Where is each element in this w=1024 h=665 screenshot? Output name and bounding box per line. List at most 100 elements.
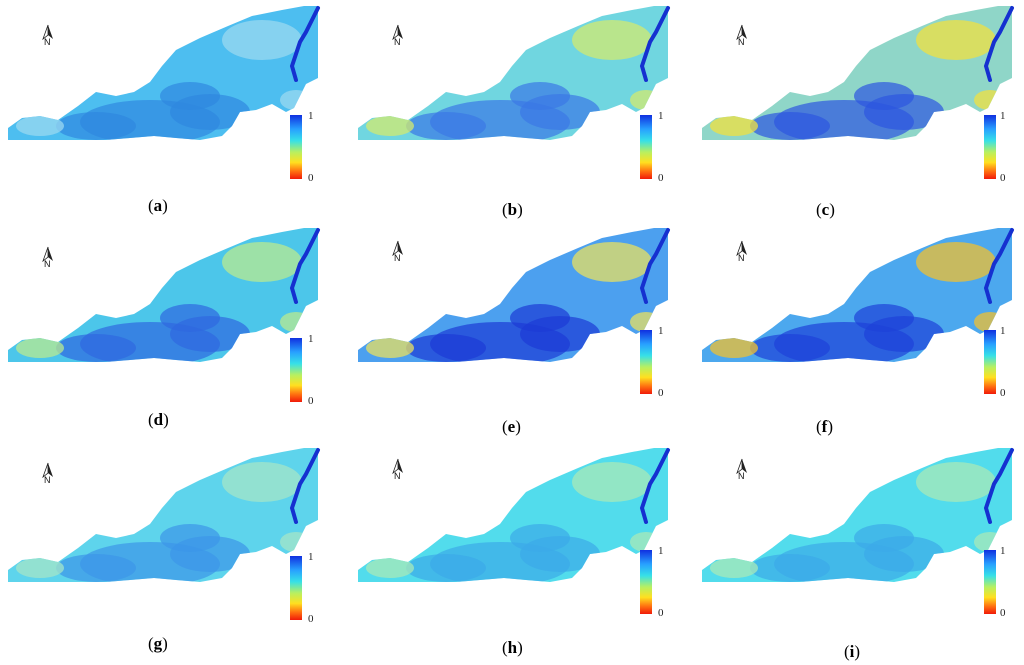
region-map <box>702 228 1014 362</box>
high-value-zone <box>710 116 758 136</box>
north-arrow-icon: N <box>390 458 406 484</box>
legend-max-label: 1 <box>308 551 314 563</box>
region-map <box>358 228 670 362</box>
panel-label: (i) <box>844 642 861 661</box>
north-arrow-icon: N <box>40 24 56 50</box>
legend-min-label: 0 <box>308 172 314 184</box>
color-legend-bar <box>640 330 652 394</box>
river-line <box>983 228 1014 304</box>
river-line <box>289 6 320 82</box>
low-value-zone <box>56 554 136 582</box>
legend-max-label: 1 <box>658 545 664 557</box>
legend-max-label: 1 <box>658 325 664 337</box>
panel-label: (h) <box>502 638 523 657</box>
low-value-zone <box>56 334 136 362</box>
panel-label: (d) <box>148 410 169 429</box>
panel-label: (a) <box>148 196 168 215</box>
low-value-zone <box>160 524 220 552</box>
high-value-zone <box>280 312 312 332</box>
color-legend-bar <box>984 550 996 614</box>
low-value-zone <box>750 334 830 362</box>
map-panel-e: N 1 0 (e) <box>350 222 680 436</box>
north-label: N <box>738 37 745 47</box>
north-arrow-icon: N <box>40 462 56 488</box>
river-line <box>289 228 320 304</box>
river-line <box>983 448 1014 524</box>
low-value-zone <box>510 82 570 110</box>
low-value-zone <box>510 524 570 552</box>
map-panel-d: N 1 0 (d) <box>0 222 330 429</box>
high-value-zone <box>366 558 414 578</box>
high-value-zone <box>222 462 302 502</box>
river-line <box>639 448 670 524</box>
high-value-zone <box>280 532 312 552</box>
legend-max-label: 1 <box>1000 325 1006 337</box>
color-legend-bar <box>290 115 302 179</box>
river-line <box>983 6 1014 82</box>
north-arrow-icon: N <box>40 246 56 272</box>
high-value-zone <box>16 558 64 578</box>
legend-min-label: 0 <box>658 387 664 399</box>
legend-max-label: 1 <box>308 333 314 345</box>
north-label: N <box>394 253 401 263</box>
north-label: N <box>44 475 51 485</box>
river-line <box>639 228 670 304</box>
legend-min-label: 0 <box>1000 387 1006 399</box>
low-value-zone <box>750 112 830 140</box>
high-value-zone <box>366 116 414 136</box>
legend-min-label: 0 <box>308 613 314 625</box>
color-legend-bar <box>640 115 652 179</box>
map-panel-f: N 1 0 (f) <box>694 222 1024 436</box>
map-panel-b: N 1 0 (b) <box>350 0 680 219</box>
high-value-zone <box>710 338 758 358</box>
low-value-zone <box>406 334 486 362</box>
map-panel-g: N 1 0 (g) <box>0 442 330 653</box>
map-panel-h: N 1 0 (h) <box>350 442 680 657</box>
north-arrow-icon: N <box>390 24 406 50</box>
high-value-zone <box>222 20 302 60</box>
high-value-zone <box>572 20 652 60</box>
north-label: N <box>738 253 745 263</box>
region-map <box>358 448 670 582</box>
low-value-zone <box>854 82 914 110</box>
low-value-zone <box>510 304 570 332</box>
region-map <box>702 448 1014 582</box>
high-value-zone <box>16 116 64 136</box>
color-legend-bar <box>290 338 302 402</box>
north-arrow-icon: N <box>734 458 750 484</box>
region-map <box>8 448 320 582</box>
panel-label: (c) <box>816 200 835 219</box>
high-value-zone <box>916 242 996 282</box>
panel-label: (g) <box>148 634 168 653</box>
high-value-zone <box>630 90 662 110</box>
color-legend-bar <box>640 550 652 614</box>
low-value-zone <box>160 82 220 110</box>
legend-min-label: 0 <box>658 607 664 619</box>
north-label: N <box>394 471 401 481</box>
high-value-zone <box>280 90 312 110</box>
color-legend-bar <box>290 556 302 620</box>
high-value-zone <box>710 558 758 578</box>
north-label: N <box>44 259 51 269</box>
region-map <box>702 6 1014 140</box>
panel-label: (b) <box>502 200 523 219</box>
high-value-zone <box>572 462 652 502</box>
low-value-zone <box>750 554 830 582</box>
map-panel-i: N 1 0 (i) <box>694 442 1024 661</box>
legend-max-label: 1 <box>658 110 664 122</box>
legend-min-label: 0 <box>658 172 664 184</box>
region-map <box>8 6 320 140</box>
panel-label: (f) <box>816 417 834 436</box>
low-value-zone <box>854 524 914 552</box>
region-map <box>358 6 670 140</box>
low-value-zone <box>160 304 220 332</box>
high-value-zone <box>572 242 652 282</box>
high-value-zone <box>16 338 64 358</box>
color-legend-bar <box>984 115 996 179</box>
legend-max-label: 1 <box>1000 110 1006 122</box>
north-arrow-icon: N <box>734 240 750 266</box>
low-value-zone <box>406 554 486 582</box>
low-value-zone <box>406 112 486 140</box>
river-line <box>639 6 670 82</box>
north-label: N <box>44 37 51 47</box>
